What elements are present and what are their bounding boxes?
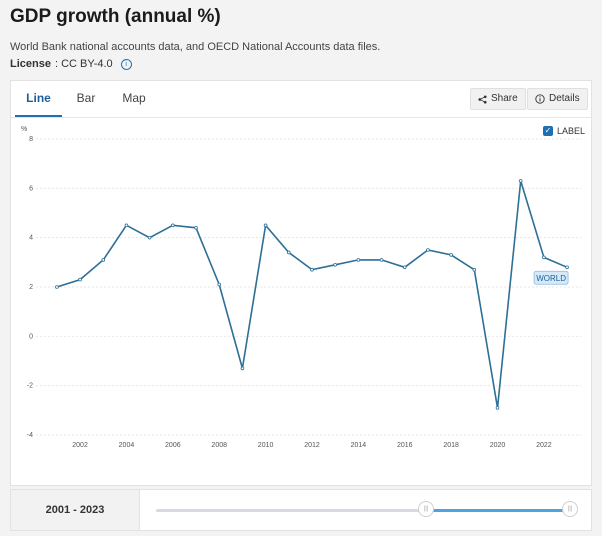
range-slider-fill (426, 509, 571, 512)
x-tick-label: 2006 (165, 442, 181, 448)
page-title: GDP growth (annual %) (10, 6, 221, 27)
info-icon[interactable]: i (120, 58, 132, 70)
data-point (356, 258, 361, 262)
license-value: : CC BY-4.0 (54, 58, 113, 70)
chart-tabs: Line Bar Map Share Details (11, 81, 591, 118)
data-point (379, 258, 384, 262)
license-info: License : CC BY-4.0 i (10, 58, 132, 70)
data-point (101, 258, 106, 262)
y-tick-label: 4 (29, 235, 33, 242)
line-chart: % -4 -2 0 2 4 6 8 2002 2004 2006 2008 2010 2012 2014 20… (21, 126, 581, 448)
x-tick-label: 2002 (72, 442, 88, 448)
y-tick-label: 6 (29, 185, 33, 192)
license-label: License (10, 58, 51, 70)
share-button[interactable]: Share (470, 88, 526, 110)
range-panel: 2001 - 2023 ||| ||| (10, 489, 592, 531)
data-point (426, 248, 430, 252)
range-handle-start[interactable]: ||| (418, 501, 434, 517)
tab-map[interactable]: Map (122, 91, 146, 105)
data-point (333, 263, 337, 267)
range-slider-track[interactable] (156, 509, 574, 512)
x-tick-label: 2018 (443, 442, 459, 448)
label-toggle[interactable]: ✓ LABEL (543, 126, 585, 136)
series-label-badge (533, 270, 569, 285)
share-icon (478, 94, 487, 104)
x-tick-label: 2014 (351, 442, 367, 448)
details-label: Details (549, 93, 580, 104)
tab-line[interactable]: Line (15, 81, 62, 117)
data-point (217, 282, 222, 287)
data-point (286, 250, 291, 255)
chart-card: Line Bar Map Share Details ✓ LABEL % -4 -2… (10, 80, 592, 486)
data-point (449, 253, 453, 257)
data-point (147, 235, 152, 240)
x-tick-label: 2020 (490, 442, 506, 448)
y-tick-label: 2 (29, 284, 33, 291)
range-handle-end[interactable]: ||| (562, 501, 578, 517)
data-point (518, 179, 523, 183)
data-point (194, 226, 198, 230)
y-tick-label: 8 (29, 136, 33, 143)
data-point (472, 267, 477, 272)
share-label: Share (491, 93, 518, 104)
details-info-icon (535, 94, 545, 104)
data-point (240, 366, 245, 371)
x-tick-label: 2022 (536, 442, 552, 448)
data-point (542, 255, 546, 260)
series-label-world: WORLD (536, 274, 566, 283)
y-tick-label: -2 (27, 383, 33, 390)
range-label: 2001 - 2023 (11, 490, 140, 530)
label-checkbox[interactable]: ✓ (543, 126, 553, 136)
data-point (55, 285, 59, 289)
tab-bar[interactable]: Bar (76, 91, 96, 105)
data-point (565, 265, 569, 270)
data-point (402, 265, 407, 270)
page-subtitle: World Bank national accounts data, and O… (10, 41, 381, 53)
data-point (310, 267, 314, 272)
y-axis-unit: % (21, 126, 27, 133)
x-tick-label: 2008 (211, 442, 227, 448)
y-tick-label: -4 (27, 432, 33, 439)
data-point (124, 223, 129, 228)
details-button[interactable]: Details (527, 88, 588, 110)
x-tick-label: 2004 (119, 442, 135, 448)
x-tick-label: 2012 (304, 442, 320, 448)
data-point (495, 406, 500, 410)
data-point (263, 223, 268, 228)
data-point (78, 277, 82, 282)
x-tick-label: 2016 (397, 442, 413, 448)
series-line-world (56, 180, 568, 409)
x-tick-label: 2010 (258, 442, 274, 448)
y-tick-label: 0 (29, 333, 33, 340)
data-point (171, 223, 175, 228)
label-toggle-text: LABEL (557, 126, 586, 136)
